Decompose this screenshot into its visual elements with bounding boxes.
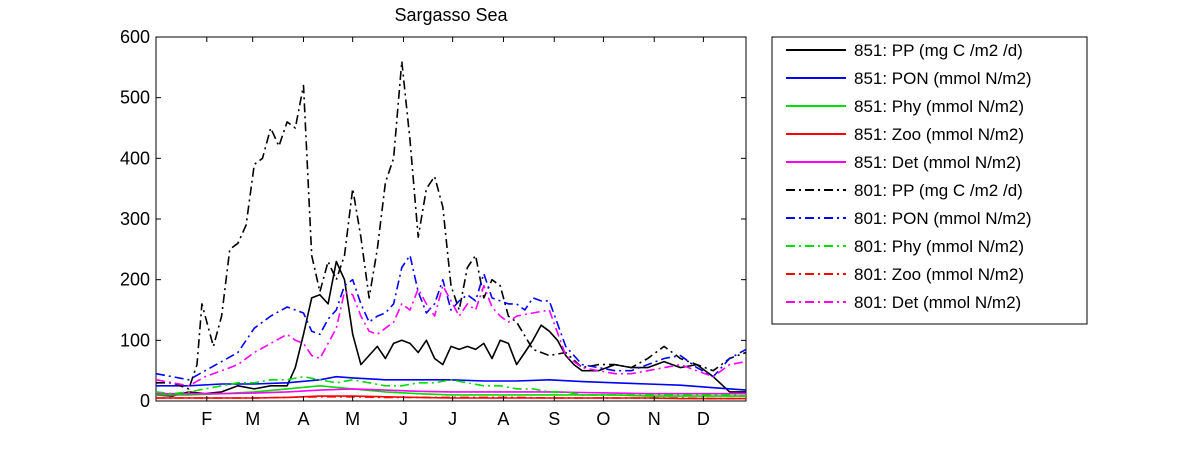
- legend-label-1: 851: PP (mg C /m2 /d): [854, 41, 1023, 60]
- legend-label-10: 801: Det (mmol N/m2): [854, 293, 1021, 312]
- series-line-10: [155, 284, 747, 387]
- y-tick-label: 0: [140, 391, 150, 411]
- x-tick-label: O: [596, 409, 610, 429]
- legend-label-9: 801: Zoo (mmol N/m2): [854, 265, 1024, 284]
- series-line-5: [156, 388, 746, 395]
- y-tick-label: 300: [120, 209, 150, 229]
- x-tick-label: J: [448, 409, 457, 429]
- axis-ticks: 0 100 200 300 400 500 600 F M A M J J A S O N D: [120, 27, 746, 429]
- legend-label-6: 801: PP (mg C /m2 /d): [854, 181, 1023, 200]
- x-tick-label: N: [648, 409, 661, 429]
- y-tick-label: 200: [120, 270, 150, 290]
- legend-label-7: 801: PON (mmol N/m2): [854, 209, 1032, 228]
- y-tick-label: 100: [120, 330, 150, 350]
- legend-label-3: 851: Phy (mmol N/m2): [854, 97, 1024, 116]
- legend: 851: PP (mg C /m2 /d) 851: PON (mmol N/m2…: [771, 36, 1088, 325]
- legend-box: [771, 36, 1088, 325]
- series-line-7: [155, 254, 747, 381]
- x-tick-label: A: [297, 409, 309, 429]
- series-line-8: [155, 375, 747, 397]
- y-tick-label: 500: [120, 88, 150, 108]
- plot-frame: [155, 36, 747, 402]
- x-tick-label: M: [345, 409, 360, 429]
- x-tick-label: S: [548, 409, 560, 429]
- x-tick-label: F: [201, 409, 212, 429]
- legend-label-2: 851: PON (mmol N/m2): [854, 69, 1032, 88]
- series-line-2: [156, 375, 747, 391]
- chart-title: Sargasso Sea: [394, 5, 508, 25]
- series-line-3: [156, 384, 746, 397]
- series-line-9: [156, 395, 746, 400]
- legend-label-8: 801: Phy (mmol N/m2): [854, 237, 1024, 256]
- x-tick-label: A: [497, 409, 509, 429]
- legend-label-5: 851: Det (mmol N/m2): [854, 153, 1021, 172]
- legend-label-4: 851: Zoo (mmol N/m2): [854, 125, 1024, 144]
- x-tick-label: D: [697, 409, 710, 429]
- x-tick-label: M: [245, 409, 260, 429]
- series-line-1: [155, 260, 746, 397]
- y-tick-label: 600: [120, 27, 150, 47]
- series-lines: [155, 60, 747, 400]
- y-tick-label: 400: [120, 148, 150, 168]
- x-tick-label: J: [399, 409, 408, 429]
